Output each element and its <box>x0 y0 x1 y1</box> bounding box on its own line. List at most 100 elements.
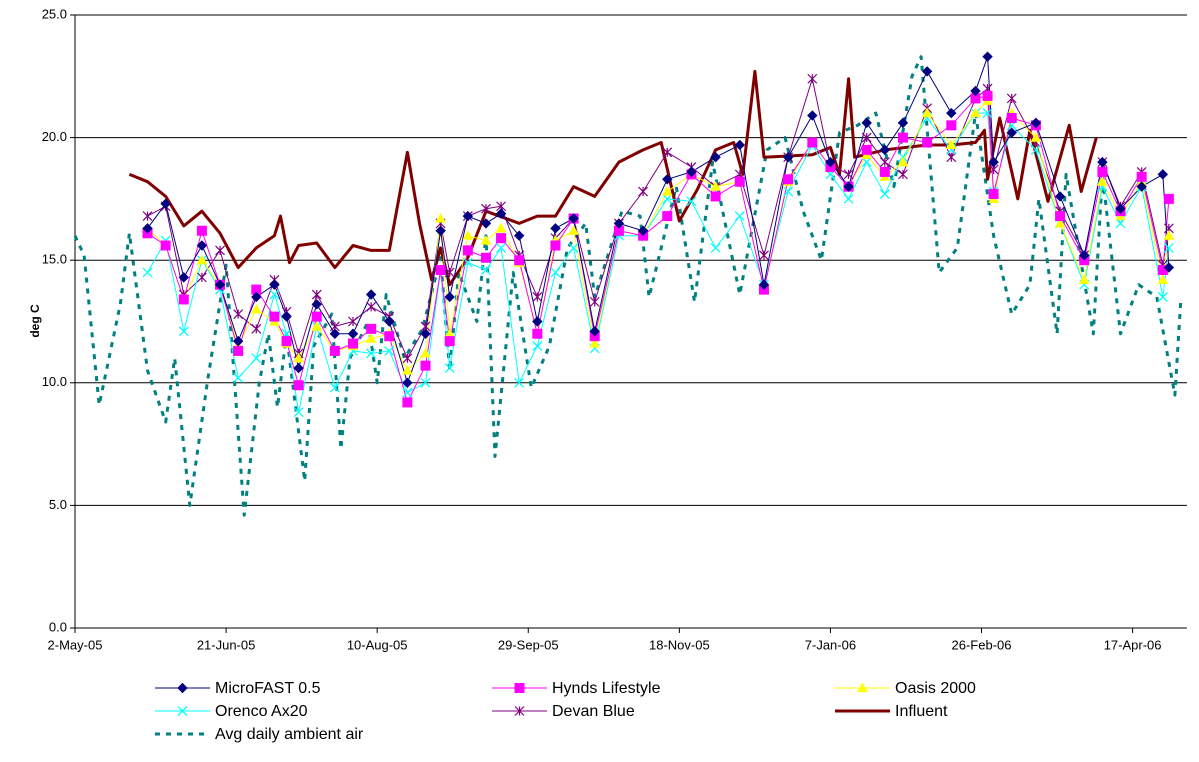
marker <box>444 363 455 374</box>
marker <box>269 289 280 300</box>
legend-entry: Avg daily ambient air <box>155 726 364 743</box>
series-line <box>147 100 1170 371</box>
marker <box>329 345 340 356</box>
series-line <box>128 69 1098 287</box>
marker <box>662 211 673 222</box>
y-tick-label: 15.0 <box>42 252 67 267</box>
marker <box>435 225 446 236</box>
marker <box>988 188 999 199</box>
marker <box>550 267 561 278</box>
marker <box>710 152 721 163</box>
marker <box>1115 218 1126 229</box>
marker <box>843 181 854 192</box>
marker <box>420 360 431 371</box>
marker <box>366 323 377 334</box>
marker <box>178 294 189 305</box>
marker <box>946 120 957 131</box>
marker <box>178 326 189 337</box>
marker <box>897 156 909 167</box>
legend-entry: MicroFAST 0.5 <box>155 680 321 697</box>
marker <box>365 333 377 343</box>
marker <box>568 213 579 224</box>
marker <box>347 328 359 339</box>
marker <box>922 137 933 148</box>
series-line <box>147 95 1170 403</box>
marker <box>348 338 358 349</box>
x-tick-label: 10-Aug-05 <box>347 637 408 652</box>
marker <box>232 335 244 347</box>
marker <box>496 242 507 253</box>
marker <box>734 139 745 151</box>
marker <box>532 316 543 327</box>
marker <box>589 338 601 348</box>
marker <box>311 299 322 310</box>
marker <box>879 144 891 156</box>
legend-label: Influent <box>895 703 948 720</box>
marker <box>807 73 818 84</box>
marker <box>160 240 171 251</box>
legend-entry: Orenco Ax20 <box>155 703 308 720</box>
marker <box>480 265 491 275</box>
marker <box>550 223 561 234</box>
marker <box>233 345 244 356</box>
marker <box>662 147 673 158</box>
marker <box>782 152 794 163</box>
marker <box>142 211 153 221</box>
marker <box>251 323 262 334</box>
marker <box>710 242 721 253</box>
marker <box>402 377 413 389</box>
marker <box>686 166 697 178</box>
legend-entry: Hynds Lifestyle <box>492 680 661 697</box>
marker <box>879 157 890 168</box>
marker <box>444 336 455 347</box>
marker <box>686 196 697 207</box>
marker <box>513 230 525 241</box>
y-tick-label: 0.0 <box>49 619 67 634</box>
legend-entry: Influent <box>835 703 948 720</box>
marker <box>251 291 262 303</box>
legend-label: MicroFAST 0.5 <box>215 680 321 697</box>
marker <box>1136 171 1147 182</box>
marker <box>1078 274 1090 284</box>
marker <box>710 191 721 202</box>
marker <box>402 397 413 408</box>
marker <box>662 193 673 204</box>
marker <box>897 117 909 129</box>
legend-entry: Oasis 2000 <box>835 680 976 697</box>
y-tick-label: 5.0 <box>49 497 67 512</box>
marker <box>1030 144 1041 155</box>
marker <box>532 292 543 302</box>
marker <box>384 331 395 342</box>
marker <box>970 107 981 118</box>
y-tick-label: 20.0 <box>42 129 67 144</box>
marker <box>435 265 446 276</box>
marker <box>1163 193 1174 204</box>
marker <box>514 706 525 716</box>
marker <box>982 108 993 119</box>
marker <box>1157 169 1169 180</box>
marker <box>348 316 358 327</box>
x-tick-label: 18-Nov-05 <box>649 637 710 652</box>
marker <box>420 328 431 339</box>
marker <box>568 225 579 235</box>
marker <box>921 66 933 77</box>
marker <box>1006 127 1017 138</box>
marker <box>1157 292 1168 302</box>
marker <box>982 51 993 62</box>
marker <box>366 348 377 359</box>
legend-entry: Devan Blue <box>492 703 635 720</box>
marker <box>879 189 890 199</box>
marker <box>550 240 561 251</box>
marker <box>177 682 188 694</box>
marker <box>589 296 600 307</box>
marker <box>311 289 322 300</box>
marker <box>982 90 993 101</box>
marker <box>1136 181 1147 192</box>
marker <box>1157 274 1169 284</box>
marker <box>281 336 292 347</box>
marker <box>444 291 455 303</box>
marker <box>480 252 491 263</box>
marker <box>495 222 507 233</box>
